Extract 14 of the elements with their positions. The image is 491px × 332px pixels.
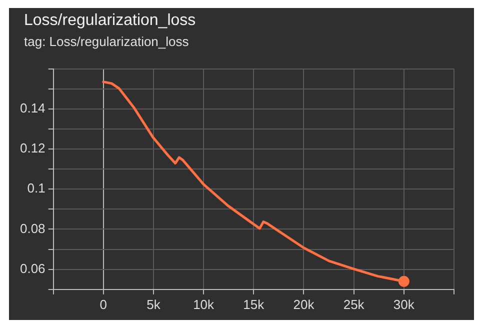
- x-tick-label: 10k: [193, 296, 215, 312]
- y-tick-label: 0.1: [27, 180, 46, 196]
- y-tick-label: 0.14: [20, 100, 46, 116]
- y-tick-label: 0.06: [20, 260, 46, 276]
- x-tick-label: 15k: [243, 296, 265, 312]
- chart-title: Loss/regularization_loss: [24, 12, 196, 30]
- x-tick-label: 20k: [293, 296, 315, 312]
- y-tick-label: 0.08: [20, 220, 46, 236]
- x-tick-label: 25k: [343, 296, 365, 312]
- x-tick-label: 30k: [393, 296, 415, 312]
- y-tick-label: 0.12: [20, 140, 46, 156]
- x-tick-label: 0: [100, 296, 108, 312]
- chart-subtitle: tag: Loss/regularization_loss: [24, 34, 189, 49]
- x-tick-label: 5k: [146, 296, 161, 312]
